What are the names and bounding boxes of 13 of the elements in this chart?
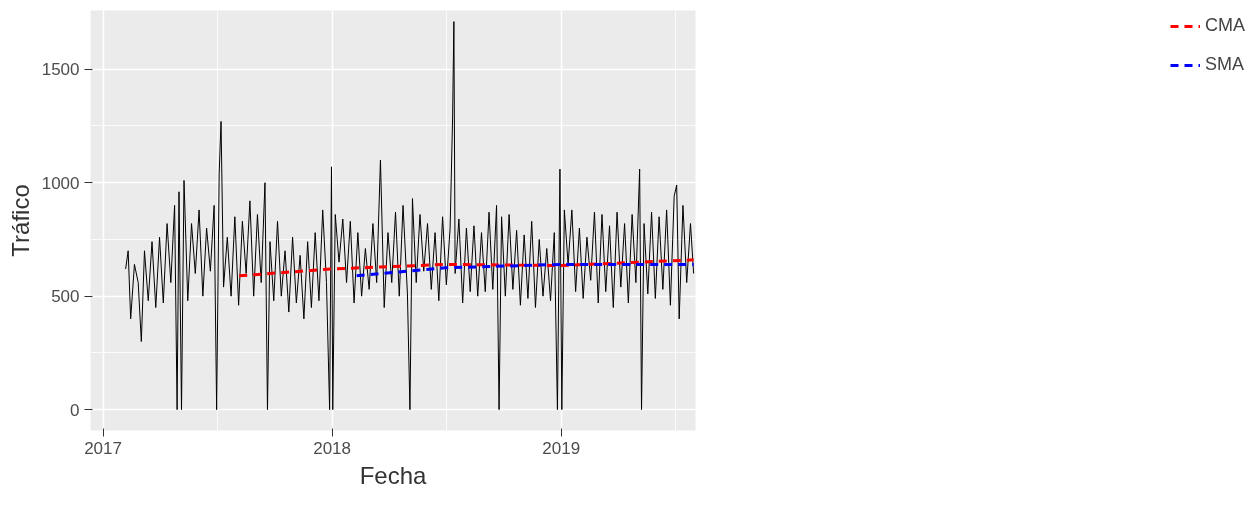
legend-label: CMA	[1205, 15, 1245, 36]
line-series	[237, 258, 696, 278]
line-series	[125, 21, 695, 411]
x-tick-label: 2018	[313, 438, 352, 458]
y-tick-label: 500	[51, 287, 80, 307]
x-tick-label: 2019	[542, 438, 581, 458]
y-tick-label: 0	[70, 400, 80, 420]
legend-label: SMA	[1205, 54, 1245, 75]
x-tick-label: 2017	[84, 438, 122, 458]
y-axis-title: Tráfico	[6, 184, 34, 257]
y-tick-label: 1000	[41, 173, 80, 193]
y-tick-label: 1500	[41, 60, 80, 80]
x-axis-title: Fecha	[359, 461, 427, 489]
